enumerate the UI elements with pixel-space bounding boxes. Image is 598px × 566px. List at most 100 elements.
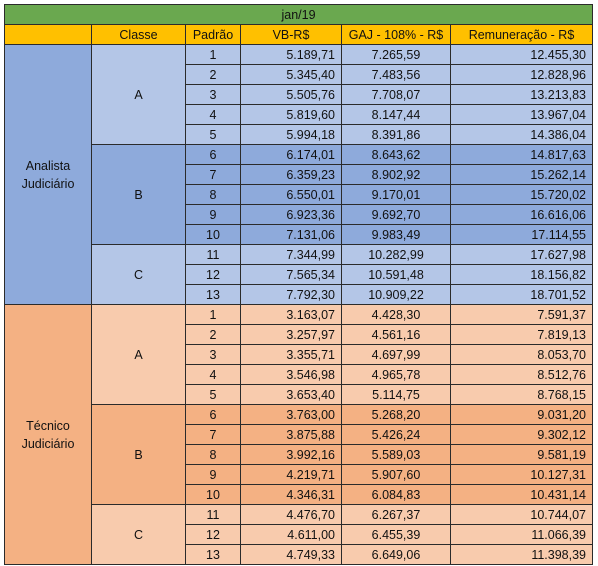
padrao-cell: 3 bbox=[185, 344, 241, 365]
table-row: Técnico Judiciário A 1 3.163,07 4.428,30 7.59… bbox=[4, 304, 593, 565]
padrao-cell: 6 bbox=[185, 144, 241, 165]
remuneracao-cell: 9.302,12 bbox=[450, 424, 593, 445]
table-row: 3 3.355,71 4.697,99 8.053,70 bbox=[5, 344, 593, 365]
vb-cell: 3.875,88 bbox=[240, 424, 342, 445]
gaj-cell: 8.643,62 bbox=[341, 144, 451, 165]
vb-cell: 3.763,00 bbox=[240, 404, 342, 425]
remuneracao-cell: 12.455,30 bbox=[450, 44, 593, 65]
gaj-cell: 9.692,70 bbox=[341, 204, 451, 225]
table-row: 7 6.359,23 8.902,92 15.262,14 bbox=[5, 164, 593, 185]
remuneracao-cell: 18.701,52 bbox=[450, 284, 593, 305]
remuneracao-cell: 15.720,02 bbox=[450, 184, 593, 205]
table-row: C 11 4.476,70 6.267,37 10.744,07 bbox=[5, 504, 593, 565]
padrao-cell: 3 bbox=[185, 84, 241, 105]
padrao-cell: 13 bbox=[185, 284, 241, 305]
table-row: Analista Judiciário A 1 5.189,71 7.265,59 12.… bbox=[4, 44, 593, 305]
table-row: 8 3.992,16 5.589,03 9.581,19 bbox=[5, 444, 593, 465]
header-vb: VB-R$ bbox=[240, 24, 342, 45]
table-row: 5 3.653,40 5.114,75 8.768,15 bbox=[5, 384, 593, 405]
gaj-cell: 4.697,99 bbox=[341, 344, 451, 365]
table-row: 13 7.792,30 10.909,22 18.701,52 bbox=[5, 284, 593, 305]
group-analista: Analista Judiciário A 1 5.189,71 7.265,59 12.… bbox=[4, 44, 593, 305]
padrao-cell: 12 bbox=[185, 264, 241, 285]
table-row: 9 6.923,36 9.692,70 16.616,06 bbox=[5, 204, 593, 225]
remuneracao-cell: 9.031,20 bbox=[450, 404, 593, 425]
header-gaj: GAJ - 108% - R$ bbox=[341, 24, 451, 45]
header-padrao: Padrão bbox=[185, 24, 241, 45]
vb-cell: 3.355,71 bbox=[240, 344, 342, 365]
gaj-cell: 5.114,75 bbox=[341, 384, 451, 405]
vb-cell: 4.219,71 bbox=[240, 464, 342, 485]
padrao-cell: 9 bbox=[185, 204, 241, 225]
remuneracao-cell: 9.581,19 bbox=[450, 444, 593, 465]
table-row: B 6 3.763,00 5.268,20 9.031,20 bbox=[5, 404, 593, 505]
vb-cell: 3.257,97 bbox=[240, 324, 342, 345]
classe-cell: C bbox=[91, 504, 186, 565]
remuneracao-cell: 14.386,04 bbox=[450, 124, 593, 145]
vb-cell: 3.546,98 bbox=[240, 364, 342, 385]
remuneracao-cell: 17.114,55 bbox=[450, 224, 593, 245]
gaj-cell: 10.282,99 bbox=[341, 244, 451, 265]
remuneracao-cell: 13.967,04 bbox=[450, 104, 593, 125]
remuneracao-cell: 17.627,98 bbox=[450, 244, 593, 265]
gaj-cell: 9.170,01 bbox=[341, 184, 451, 205]
padrao-cell: 2 bbox=[185, 324, 241, 345]
gaj-cell: 4.561,16 bbox=[341, 324, 451, 345]
header-remuneracao: Remuneração - R$ bbox=[450, 24, 593, 45]
padrao-cell: 10 bbox=[185, 224, 241, 245]
vb-cell: 4.749,33 bbox=[240, 544, 342, 565]
remuneracao-cell: 13.213,83 bbox=[450, 84, 593, 105]
vb-cell: 6.550,01 bbox=[240, 184, 342, 205]
padrao-cell: 11 bbox=[185, 504, 241, 525]
header-cargo bbox=[4, 24, 92, 45]
gaj-cell: 10.591,48 bbox=[341, 264, 451, 285]
gaj-cell: 5.589,03 bbox=[341, 444, 451, 465]
remuneracao-cell: 7.819,13 bbox=[450, 324, 593, 345]
salary-table: jan/19 Classe Padrão VB-R$ GAJ - 108% - … bbox=[4, 4, 593, 565]
table-row: 10 7.131,06 9.983,49 17.114,55 bbox=[5, 224, 593, 245]
gaj-cell: 10.909,22 bbox=[341, 284, 451, 305]
classe-cell: A bbox=[91, 44, 186, 145]
gaj-cell: 6.649,06 bbox=[341, 544, 451, 565]
gaj-cell: 6.084,83 bbox=[341, 484, 451, 505]
vb-cell: 4.476,70 bbox=[240, 504, 342, 525]
classe-cell: B bbox=[91, 144, 186, 245]
vb-cell: 6.174,01 bbox=[240, 144, 342, 165]
remuneracao-cell: 16.616,06 bbox=[450, 204, 593, 225]
table-row: 2 3.257,97 4.561,16 7.819,13 bbox=[5, 324, 593, 345]
group-tecnico: Técnico Judiciário A 1 3.163,07 4.428,30 7.59… bbox=[4, 304, 593, 565]
padrao-cell: 7 bbox=[185, 424, 241, 445]
padrao-cell: 9 bbox=[185, 464, 241, 485]
cargo-cell: Técnico Judiciário bbox=[4, 304, 92, 565]
padrao-cell: 4 bbox=[185, 364, 241, 385]
padrao-cell: 11 bbox=[185, 244, 241, 265]
remuneracao-cell: 10.127,31 bbox=[450, 464, 593, 485]
padrao-cell: 1 bbox=[185, 304, 241, 325]
classe-cell: B bbox=[91, 404, 186, 505]
vb-cell: 7.565,34 bbox=[240, 264, 342, 285]
padrao-cell: 8 bbox=[185, 184, 241, 205]
title-row: jan/19 bbox=[4, 4, 593, 25]
vb-cell: 5.994,18 bbox=[240, 124, 342, 145]
table-row: 9 4.219,71 5.907,60 10.127,31 bbox=[5, 464, 593, 485]
vb-cell: 5.189,71 bbox=[240, 44, 342, 65]
vb-cell: 5.505,76 bbox=[240, 84, 342, 105]
remuneracao-cell: 10.431,14 bbox=[450, 484, 593, 505]
gaj-cell: 4.428,30 bbox=[341, 304, 451, 325]
vb-cell: 3.653,40 bbox=[240, 384, 342, 405]
table-row: B 6 6.174,01 8.643,62 14.817,63 bbox=[5, 144, 593, 245]
table-row: 7 3.875,88 5.426,24 9.302,12 bbox=[5, 424, 593, 445]
classe-cell: A bbox=[91, 304, 186, 405]
gaj-cell: 5.268,20 bbox=[341, 404, 451, 425]
table-title: jan/19 bbox=[4, 4, 593, 25]
remuneracao-cell: 18.156,82 bbox=[450, 264, 593, 285]
vb-cell: 4.346,31 bbox=[240, 484, 342, 505]
padrao-cell: 10 bbox=[185, 484, 241, 505]
padrao-cell: 6 bbox=[185, 404, 241, 425]
vb-cell: 3.163,07 bbox=[240, 304, 342, 325]
header-row: Classe Padrão VB-R$ GAJ - 108% - R$ Remu… bbox=[4, 24, 593, 45]
vb-cell: 3.992,16 bbox=[240, 444, 342, 465]
gaj-cell: 9.983,49 bbox=[341, 224, 451, 245]
remuneracao-cell: 14.817,63 bbox=[450, 144, 593, 165]
gaj-cell: 8.391,86 bbox=[341, 124, 451, 145]
